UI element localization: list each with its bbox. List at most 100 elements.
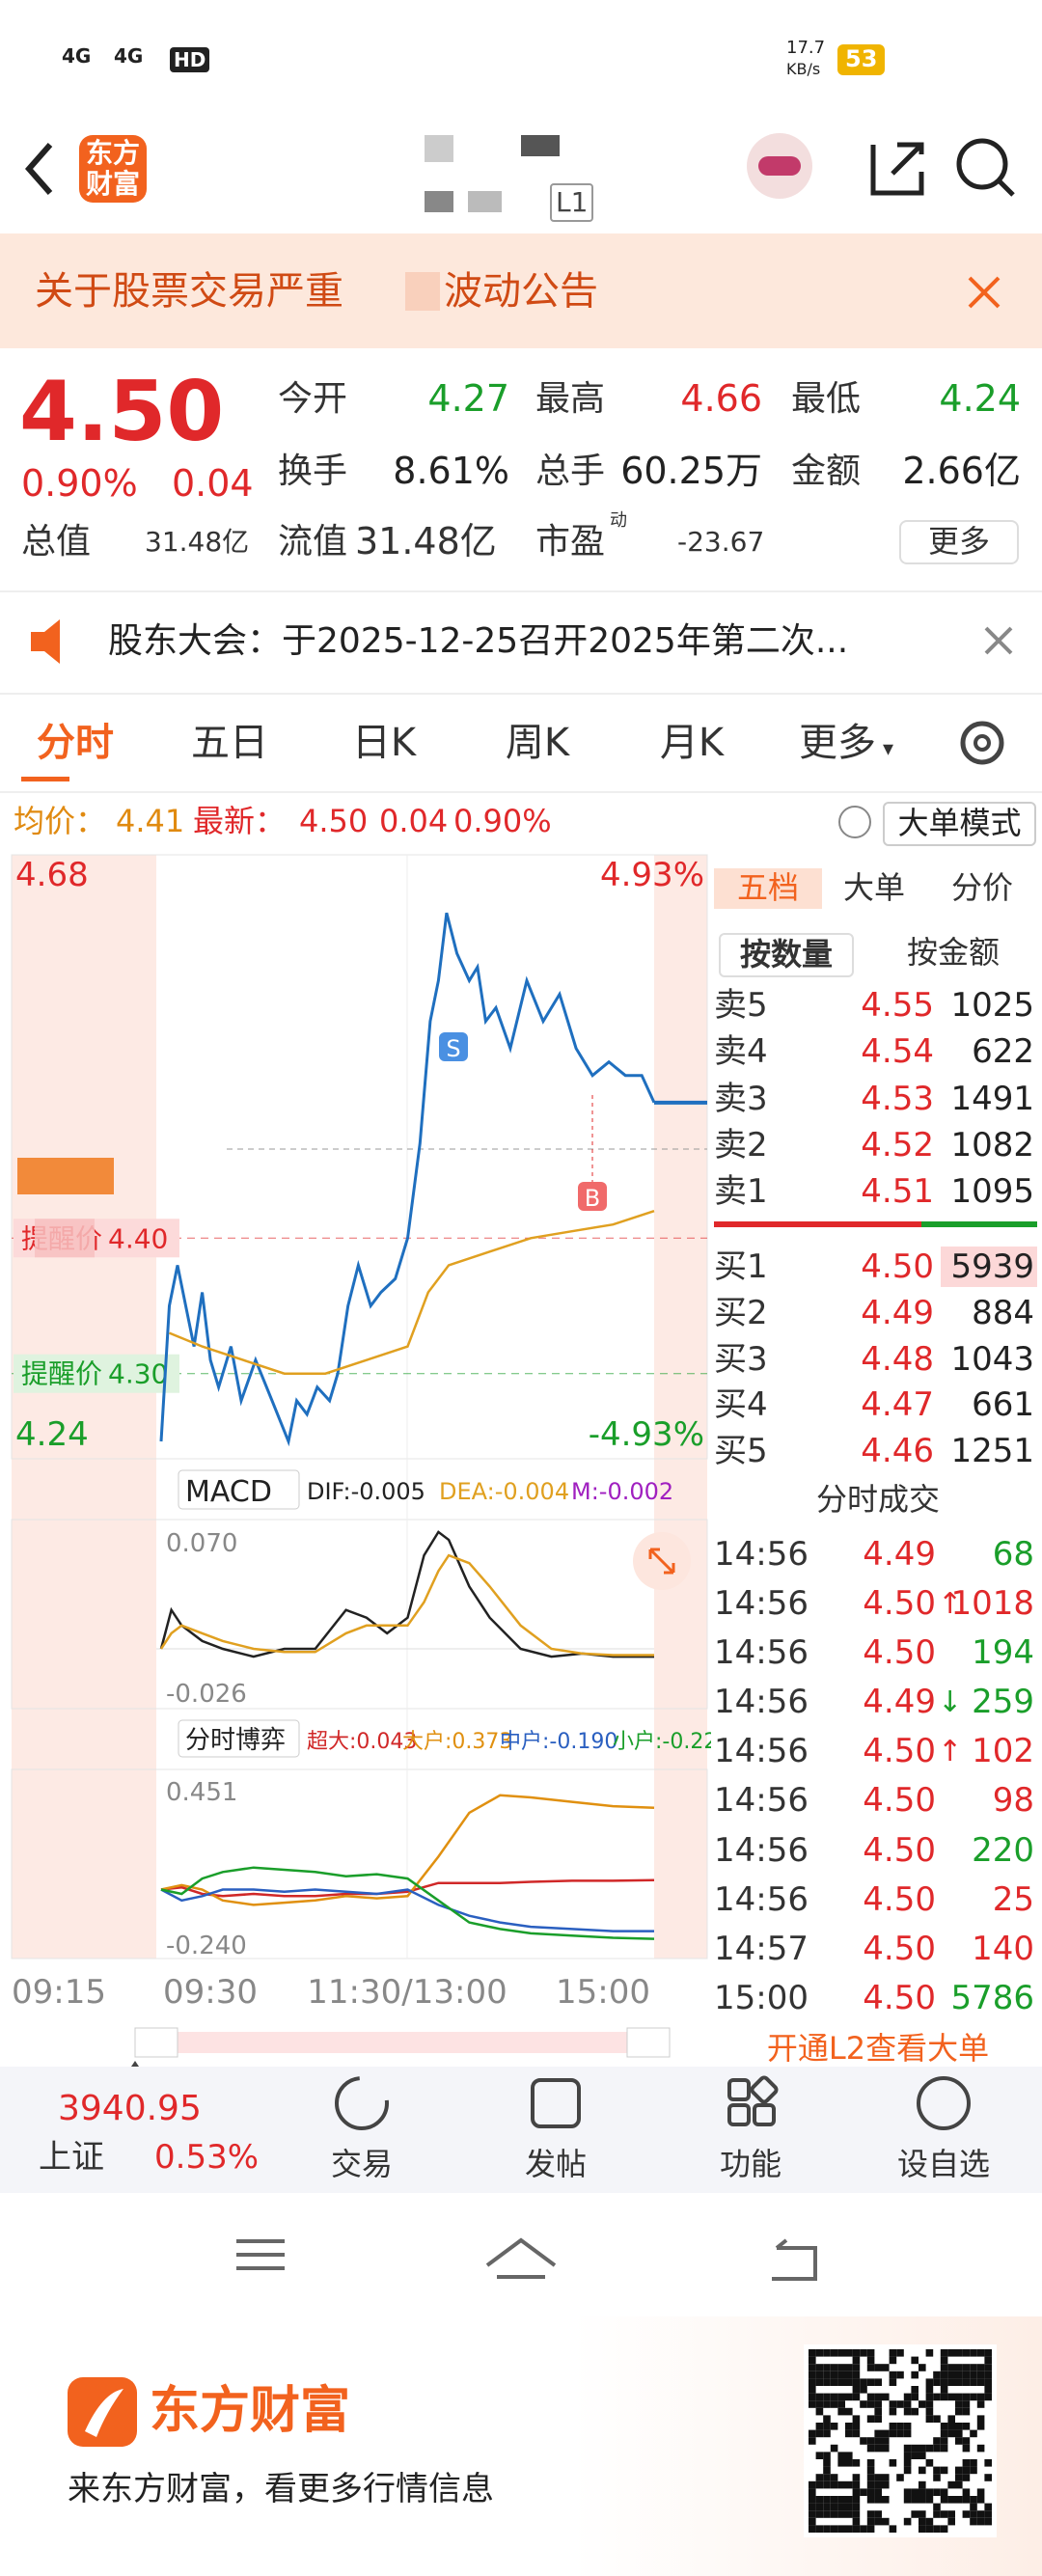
qr-module bbox=[815, 2423, 824, 2430]
qr-module bbox=[940, 2429, 948, 2438]
qr-module bbox=[984, 2459, 992, 2467]
qr-module bbox=[925, 2444, 934, 2453]
qr-module bbox=[896, 2429, 904, 2438]
time-label: 11:30/13:00 bbox=[307, 1973, 507, 2012]
qr-module bbox=[882, 2364, 890, 2371]
qr-module bbox=[845, 2393, 853, 2401]
field-value: 8.61% bbox=[393, 450, 509, 493]
qr-module bbox=[830, 2423, 838, 2430]
function-icon[interactable] bbox=[727, 2078, 751, 2101]
qr-module bbox=[866, 2400, 875, 2408]
qr-module bbox=[837, 2510, 845, 2518]
qr-module bbox=[882, 2437, 890, 2445]
qr-module bbox=[874, 2444, 882, 2453]
watchlist-icon[interactable] bbox=[917, 2076, 971, 2130]
help-icon[interactable] bbox=[838, 806, 871, 838]
tab[interactable]: 更多 ▾ bbox=[798, 721, 894, 765]
book-mode[interactable]: 按数量 bbox=[719, 933, 854, 977]
home-key[interactable] bbox=[485, 2237, 557, 2279]
post-icon[interactable] bbox=[531, 2078, 581, 2128]
tab[interactable]: 分时 bbox=[37, 721, 114, 765]
scroll-handle bbox=[626, 2027, 671, 2058]
qr-module bbox=[919, 2400, 926, 2408]
qr-module bbox=[852, 2503, 861, 2511]
qr-module bbox=[947, 2349, 955, 2357]
qr-module bbox=[845, 2349, 853, 2357]
qr-module bbox=[925, 2407, 934, 2416]
qr-module bbox=[940, 2356, 948, 2365]
qr-module bbox=[809, 2488, 816, 2496]
book-price: 4.49 bbox=[861, 1293, 934, 1332]
qr-module bbox=[919, 2480, 926, 2489]
price-line bbox=[159, 912, 656, 1447]
settings-icon[interactable] bbox=[960, 721, 1004, 765]
qr-module bbox=[947, 2429, 955, 2438]
qr-module bbox=[866, 2474, 875, 2481]
qr-module bbox=[947, 2496, 955, 2504]
close-icon[interactable] bbox=[968, 276, 1001, 309]
tab[interactable]: 五日 bbox=[191, 721, 268, 765]
qr-module bbox=[830, 2393, 838, 2401]
share-icon[interactable] bbox=[870, 142, 924, 196]
summary-text: 最新： bbox=[193, 803, 287, 840]
book-tab[interactable]: 分价 bbox=[950, 869, 1013, 907]
notice-text[interactable]: 波动公告 bbox=[444, 269, 598, 314]
qr-module bbox=[852, 2364, 861, 2371]
trade-price: 4.50 bbox=[863, 1929, 936, 1968]
qr-module bbox=[940, 2488, 948, 2496]
qr-module bbox=[823, 2415, 831, 2423]
qr-module bbox=[889, 2459, 897, 2467]
nav-item[interactable]: 功能 bbox=[719, 2146, 782, 2183]
qr-module bbox=[947, 2378, 955, 2386]
book-tab[interactable]: 大单 bbox=[842, 869, 905, 907]
qr-module bbox=[866, 2488, 875, 2496]
qr-module bbox=[903, 2429, 912, 2438]
qr-module bbox=[837, 2480, 845, 2489]
tab[interactable]: 日K bbox=[351, 721, 417, 765]
more-button[interactable]: 更多 bbox=[899, 520, 1019, 564]
book-volume: 661 bbox=[972, 1385, 1034, 1425]
trade-volume: 25 bbox=[992, 1879, 1034, 1919]
qr-module bbox=[984, 2378, 992, 2386]
qr-module bbox=[809, 2393, 816, 2401]
qr-module bbox=[866, 2364, 875, 2371]
logo-box bbox=[79, 135, 147, 203]
search-icon[interactable] bbox=[956, 138, 1008, 190]
panel-frame bbox=[11, 854, 708, 1460]
book-volume: 1251 bbox=[950, 1432, 1034, 1471]
qr-module bbox=[903, 2400, 912, 2408]
qr-module bbox=[889, 2378, 897, 2386]
book-tab[interactable]: 五档 bbox=[714, 868, 822, 909]
qr-module bbox=[919, 2517, 926, 2526]
qr-module bbox=[823, 2423, 831, 2430]
qr-module bbox=[830, 2525, 838, 2533]
nav-item[interactable]: 设自选 bbox=[896, 2146, 990, 2183]
qr-module bbox=[940, 2393, 948, 2401]
l2-promo[interactable]: 开通L2查看大单 bbox=[766, 2030, 990, 2068]
tab[interactable]: 月K bbox=[659, 721, 725, 765]
tab[interactable]: 周K bbox=[505, 721, 570, 765]
nav-item[interactable]: 交易 bbox=[330, 2146, 393, 2183]
close-icon[interactable] bbox=[984, 626, 1013, 655]
qr-module bbox=[889, 2356, 897, 2365]
notice-text[interactable]: 关于股票交易严重 bbox=[35, 269, 343, 314]
trade-icon[interactable] bbox=[335, 2076, 389, 2130]
qr-module bbox=[976, 2400, 985, 2408]
notice-bar[interactable] bbox=[0, 233, 1042, 348]
nav-item[interactable]: 发帖 bbox=[524, 2146, 587, 2183]
announcement[interactable]: 股东大会：于2025-12-25召开2025年第二次... bbox=[108, 620, 849, 661]
qr-module bbox=[874, 2364, 882, 2371]
menu-key[interactable] bbox=[236, 2239, 285, 2270]
qr-module bbox=[911, 2488, 919, 2496]
qr-module bbox=[809, 2400, 816, 2408]
qr-module bbox=[823, 2364, 831, 2371]
mode-button[interactable]: 大单模式 bbox=[883, 802, 1036, 846]
qr-module bbox=[815, 2393, 824, 2401]
back-icon[interactable] bbox=[25, 143, 53, 195]
book-mode[interactable]: 按金额 bbox=[906, 934, 1000, 972]
back-key[interactable] bbox=[772, 2238, 817, 2281]
qr-module bbox=[919, 2525, 926, 2533]
qr-module bbox=[889, 2429, 897, 2438]
qr-module bbox=[962, 2510, 971, 2518]
qr-module bbox=[940, 2349, 948, 2357]
